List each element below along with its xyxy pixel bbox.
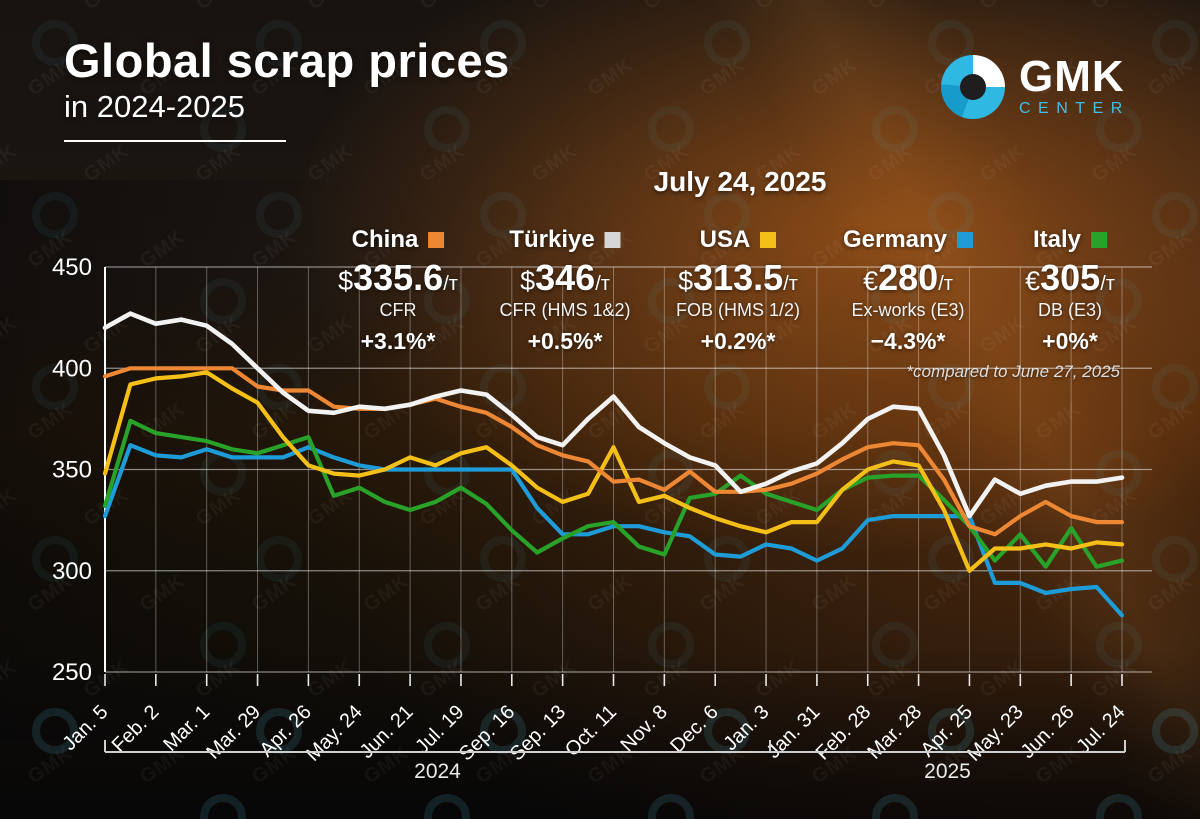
legend-country-label: China: [351, 226, 419, 253]
x-axis-tick-label: May. 24: [302, 701, 367, 766]
year-label: 2024: [414, 760, 461, 783]
legend-item-germany: Germany €280/т Ex-works (E3) −4.3%*: [842, 226, 974, 355]
legend-item-italy: Italy €305/т DB (E3) +0%*: [1025, 226, 1115, 355]
footnote: *compared to June 27, 2025: [906, 362, 1120, 381]
x-axis-tick-label: Jun. 21: [356, 701, 418, 763]
legend-price-value: $313.5/т: [676, 260, 800, 296]
x-axis-tick-label: Feb. 28: [812, 701, 876, 765]
legend-color-swatch: [760, 232, 777, 248]
legend-change-badge: +3.1%*: [360, 328, 436, 354]
legend-change-badge: +0%*: [1042, 328, 1098, 354]
y-axis-tick-label: 400: [52, 355, 92, 382]
legend-item-usa: USA $313.5/т FOB (HMS 1/2) +0.2%*: [676, 226, 800, 355]
legend-price-value: $346/т: [499, 260, 630, 296]
x-axis-tick-label: Nov. 8: [616, 701, 671, 756]
legend-country-label: Italy: [1032, 226, 1082, 253]
price-unit: /т: [1100, 273, 1115, 295]
legend-country-label: Türkiye: [509, 226, 595, 253]
x-axis-tick-label: Mar. 28: [863, 701, 926, 764]
price-amount: 280: [878, 257, 939, 298]
gmk-logo-name: GMK: [1019, 51, 1125, 101]
series-line-germany: [102, 443, 1125, 618]
series-line-italy: [102, 418, 1125, 569]
legend-price-value: $335.6/т: [338, 260, 458, 296]
legend-spec-label: DB (E3): [1037, 300, 1103, 320]
x-axis-tick-label: Dec. 6: [666, 701, 722, 757]
legend-item-china: China $335.6/т CFR +3.1%*: [338, 226, 458, 355]
page-subtitle: in 2024-2025: [64, 89, 245, 125]
gmk-logo: GMK CENTER: [941, 51, 1130, 119]
currency-symbol: €: [863, 266, 879, 296]
legend-change-badge: +0.5%*: [527, 328, 603, 354]
legend-name-row: Türkiye: [499, 226, 630, 254]
price-unit: /т: [938, 273, 953, 295]
page-title: Global scrap prices: [64, 34, 510, 87]
legend-price-value: €305/т: [1025, 260, 1115, 296]
legend-country-label: Germany: [842, 226, 948, 253]
date-label: July 24, 2025: [653, 166, 827, 197]
gmk-logo-center: CENTER: [1019, 100, 1130, 118]
currency-symbol: €: [1025, 266, 1041, 296]
year-label: 2025: [924, 760, 971, 783]
legend-country-label: USA: [699, 226, 751, 253]
legend-spec-label: Ex-works (E3): [851, 300, 965, 320]
legend-item-türkiye: Türkiye $346/т CFR (HMS 1&2) +0.5%*: [499, 226, 630, 355]
legend-name-row: USA: [676, 226, 800, 254]
legend-change-badge: −4.3%*: [870, 328, 946, 354]
legend-price-value: €280/т: [843, 260, 973, 296]
legend-color-swatch: [957, 232, 974, 248]
legend-color-swatch: [604, 232, 621, 248]
x-axis-tick-label: Sep. 16: [455, 701, 519, 765]
title-underline: [64, 140, 286, 143]
gmk-donut-icon: [941, 55, 1005, 119]
legend-spec-label: CFR: [379, 300, 417, 320]
legend-name-row: Italy: [1025, 226, 1115, 254]
price-amount: 313.5: [693, 257, 784, 298]
legend-name-row: China: [338, 226, 458, 254]
legend-change-badge: +0.2%*: [700, 328, 776, 354]
series-line-china: [102, 366, 1125, 537]
currency-symbol: $: [520, 266, 536, 296]
x-axis-tick-label: Jul. 24: [1072, 701, 1129, 758]
x-axis-tick-label: Sep. 13: [506, 701, 570, 765]
currency-symbol: $: [338, 266, 354, 296]
gmk-logo-text: GMK CENTER: [1019, 51, 1130, 119]
legend-spec-label: FOB (HMS 1/2): [675, 300, 801, 320]
legend-color-swatch: [1091, 232, 1108, 248]
series-line-türkiye: [102, 311, 1125, 519]
series-line-usa: [102, 370, 1125, 573]
legend-spec-label: CFR (HMS 1&2): [499, 300, 631, 320]
legend: China $335.6/т CFR +3.1%* Türkiye $346/т…: [0, 226, 1200, 366]
price-amount: 305: [1040, 257, 1101, 298]
y-axis-tick-label: 300: [52, 558, 92, 585]
price-amount: 346: [535, 257, 596, 298]
price-unit: /т: [595, 273, 610, 295]
y-axis-tick-label: 450: [52, 254, 92, 281]
currency-symbol: $: [678, 266, 694, 296]
legend-color-swatch: [428, 232, 445, 248]
price-amount: 335.6: [353, 257, 444, 298]
x-axis-tick-label: Feb. 2: [108, 701, 164, 757]
x-axis-tick-label: Mar. 29: [202, 701, 265, 764]
price-unit: /т: [443, 273, 458, 295]
x-axis-tick-label: Jun. 26: [1017, 701, 1079, 763]
x-axis-tick-label: May. 23: [963, 701, 1028, 766]
y-axis-tick-label: 350: [52, 457, 92, 484]
y-axis-tick-label: 250: [52, 659, 92, 686]
price-unit: /т: [783, 273, 798, 295]
legend-name-row: Germany: [842, 226, 974, 254]
title-block: Global scrap prices in 2024-2025: [64, 34, 510, 143]
